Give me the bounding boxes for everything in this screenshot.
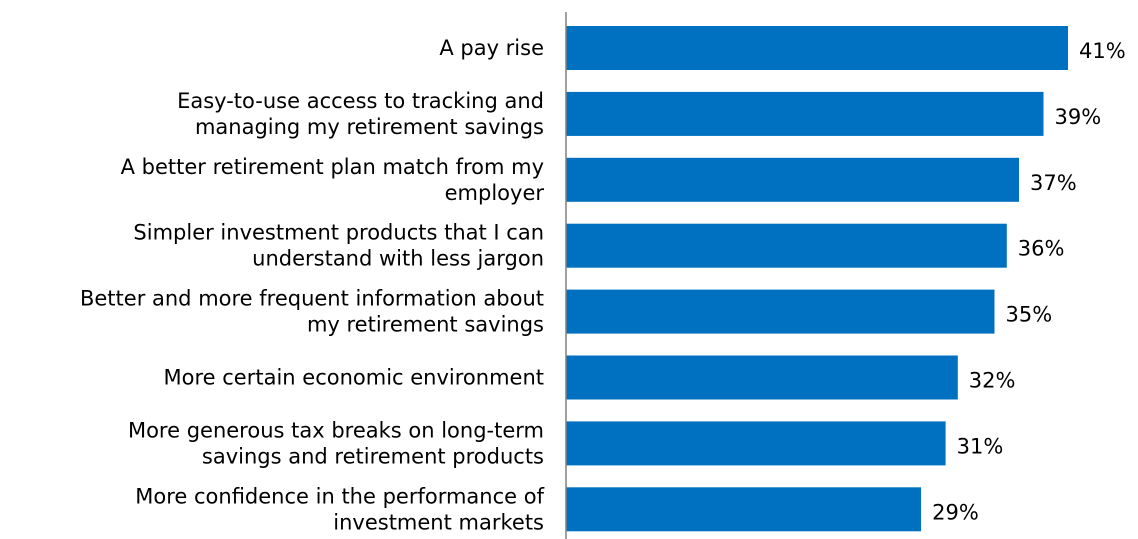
data-label-1: 39% — [1055, 105, 1102, 129]
category-label-3: Simpler investment products that I can un… — [133, 221, 544, 271]
category-label-4: Better and more frequent information abo… — [80, 287, 544, 337]
category-label-7-line-0: More confidence in the performance of — [135, 484, 544, 508]
category-label-6: More generous tax breaks on long-term sav… — [128, 418, 544, 468]
data-label-2: 37% — [1030, 171, 1077, 195]
category-label-1: Easy-to-use access to tracking and managi… — [177, 89, 544, 139]
bar-0 — [566, 26, 1068, 70]
category-label-3-line-1: understand with less jargon — [252, 247, 544, 271]
bar-5 — [566, 355, 958, 400]
bar-4 — [566, 289, 995, 334]
bar-3 — [566, 223, 1007, 268]
category-label-5-line-0: More certain economic environment — [164, 366, 544, 390]
bar-1 — [566, 91, 1044, 136]
data-label-7: 29% — [932, 500, 979, 524]
category-label-4-line-0: Better and more frequent information abo… — [80, 287, 544, 311]
category-label-1-line-0: Easy-to-use access to tracking and — [177, 89, 544, 113]
category-label-0-line-0: A pay rise — [439, 36, 544, 60]
category-label-2-line-0: A better retirement plan match from my — [121, 155, 544, 179]
data-label-6: 31% — [957, 434, 1004, 458]
bar-7 — [566, 487, 922, 532]
category-label-0: A pay rise — [439, 36, 544, 60]
data-label-4: 35% — [1006, 303, 1053, 327]
category-label-7-line-1: investment markets — [333, 510, 544, 534]
bars-layer — [566, 26, 1068, 532]
category-label-2: A better retirement plan match from my em… — [121, 155, 545, 205]
category-label-1-line-1: managing my retirement savings — [195, 115, 544, 139]
data-labels-layer: 41% 39% 37% 36% 35% 32% 31% 29% — [932, 39, 1126, 524]
data-label-0: 41% — [1079, 39, 1126, 63]
bar-6 — [566, 421, 946, 466]
category-label-2-line-1: employer — [445, 181, 545, 205]
category-label-5: More certain economic environment — [164, 366, 544, 390]
category-labels-layer: A pay rise Easy-to-use access to tracking… — [80, 36, 545, 534]
category-label-6-line-0: More generous tax breaks on long-term — [128, 418, 544, 442]
category-label-7: More confidence in the performance of inv… — [135, 484, 544, 534]
data-label-5: 32% — [969, 369, 1016, 393]
category-label-6-line-1: savings and retirement products — [202, 444, 544, 468]
category-label-3-line-0: Simpler investment products that I can — [133, 221, 544, 245]
bar-2 — [566, 157, 1019, 202]
data-label-3: 36% — [1018, 237, 1065, 261]
category-label-4-line-1: my retirement savings — [307, 313, 544, 337]
